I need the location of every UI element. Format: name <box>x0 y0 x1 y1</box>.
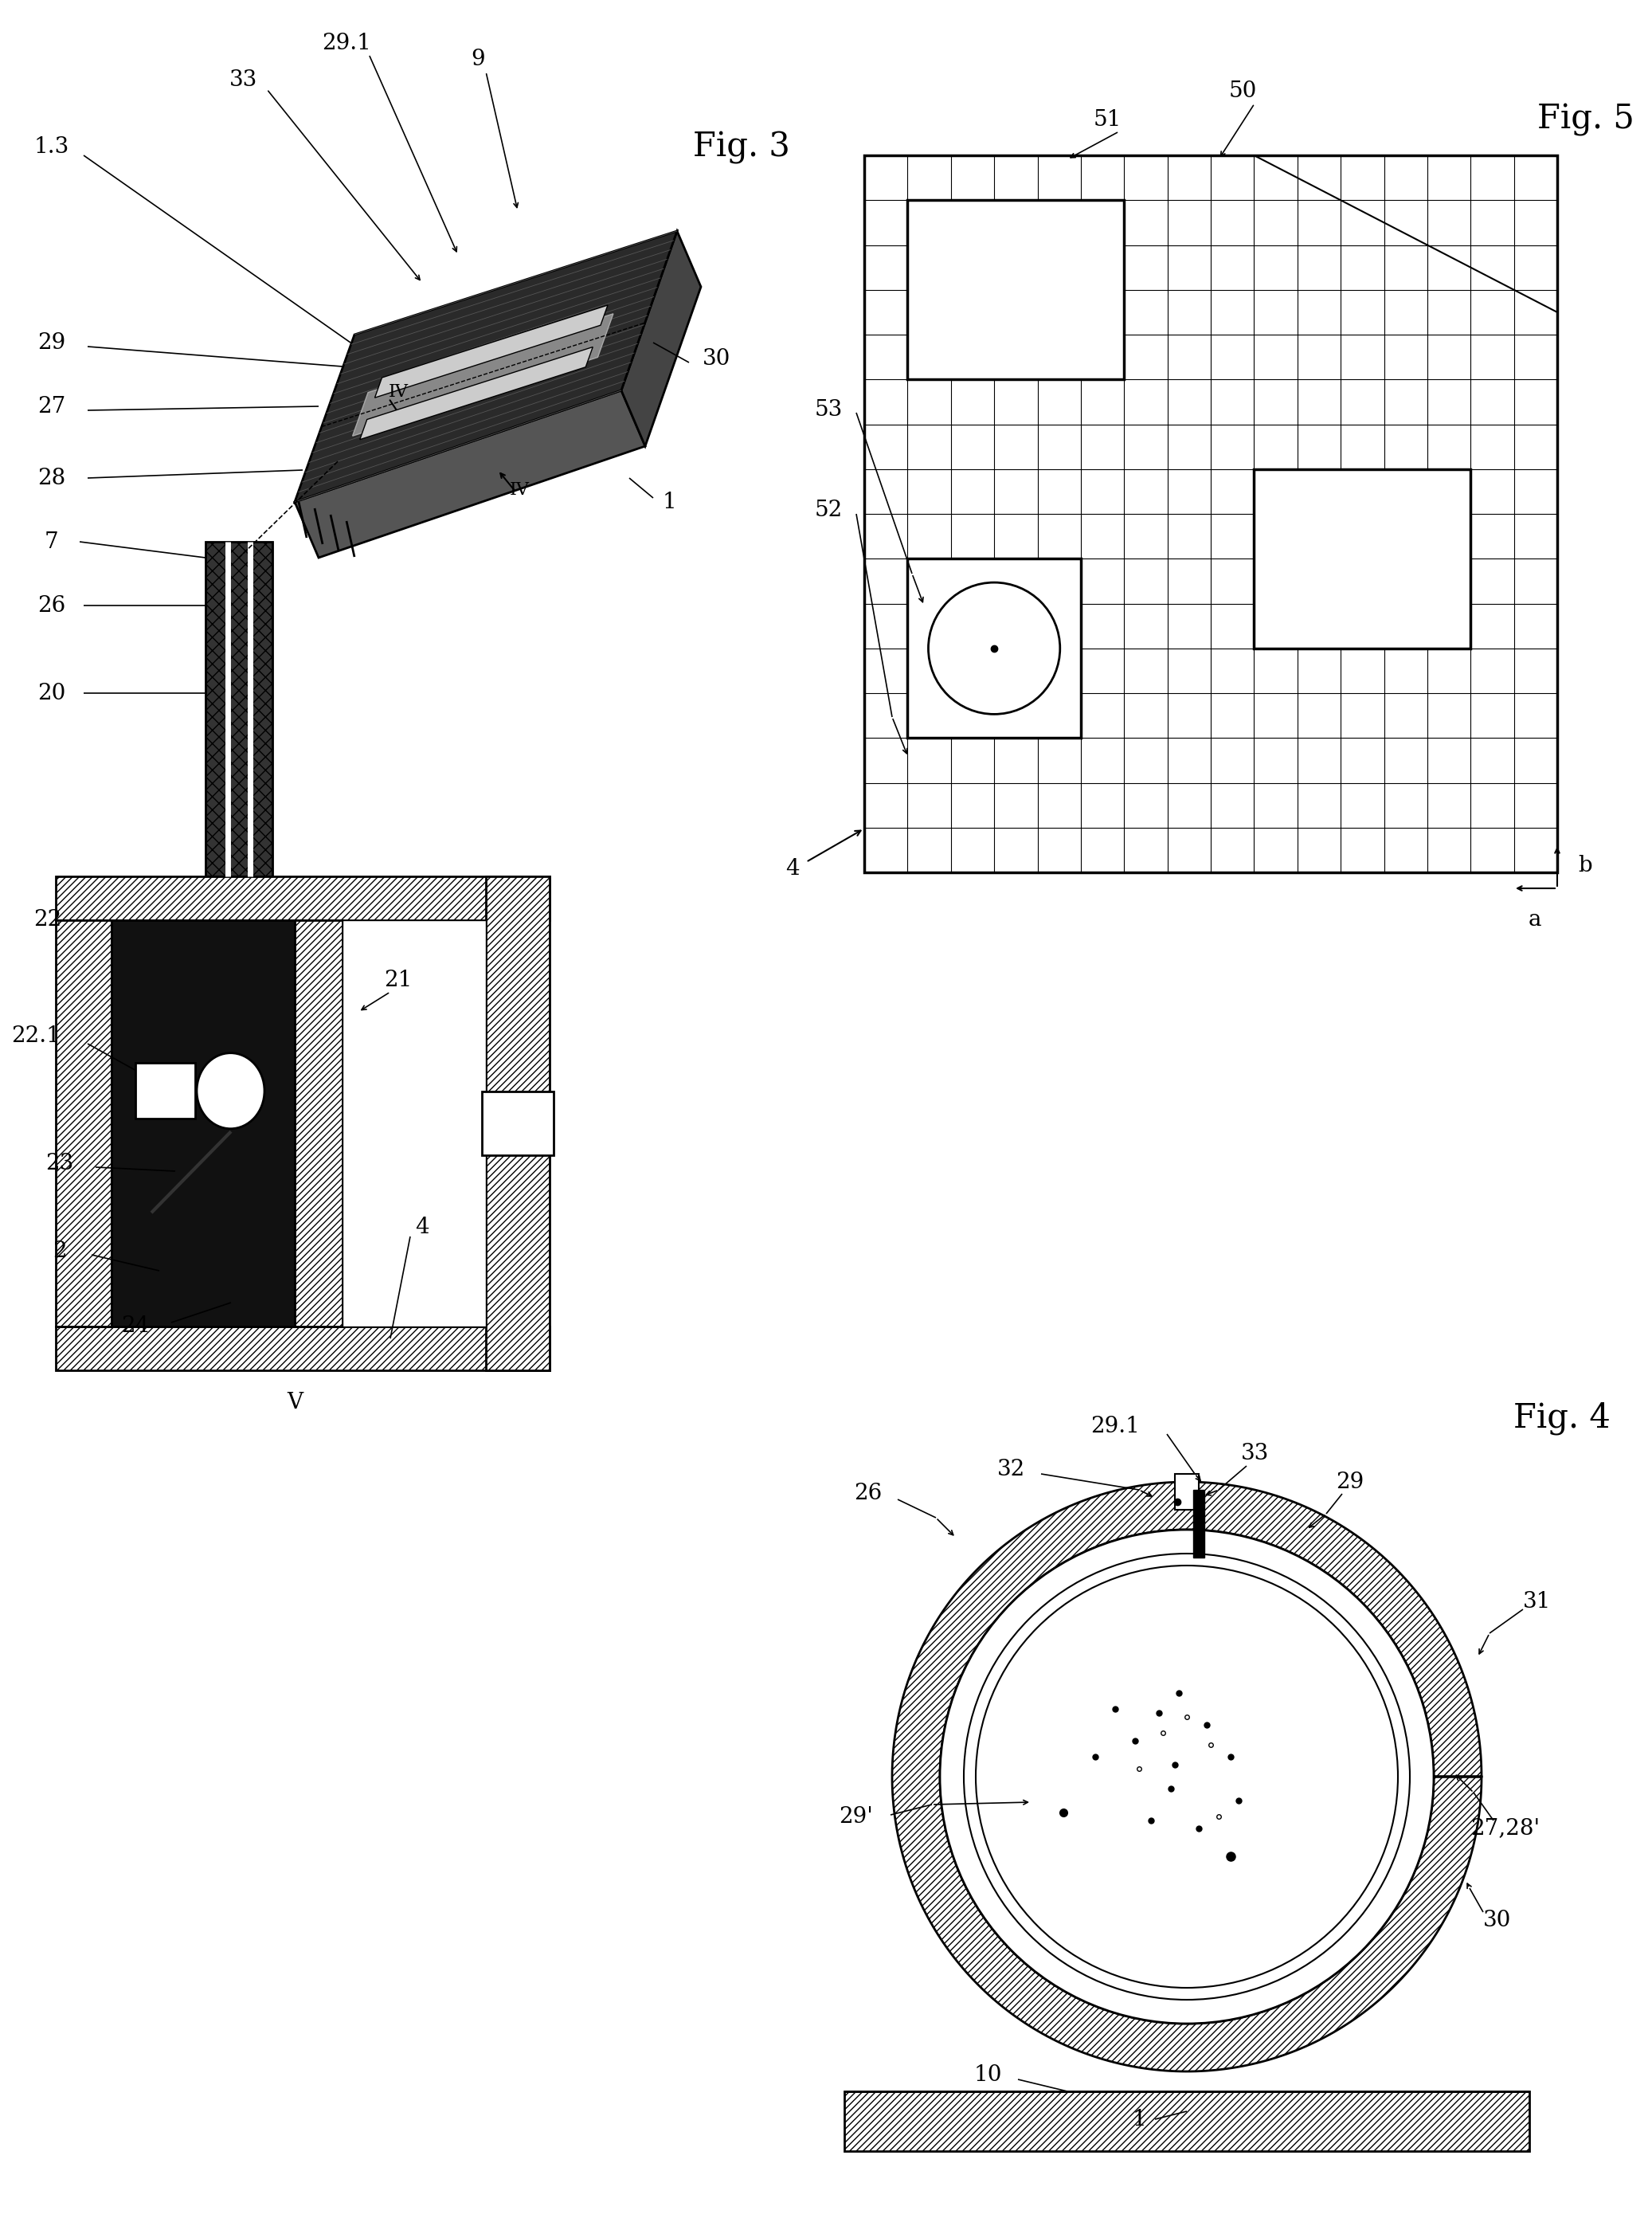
Bar <box>1254 470 1470 648</box>
Text: 1: 1 <box>1132 2108 1146 2130</box>
Text: b: b <box>1578 855 1593 877</box>
Polygon shape <box>294 390 646 559</box>
Bar <box>1193 1489 1204 1558</box>
Bar <box>907 200 1123 378</box>
Text: a: a <box>1528 910 1541 930</box>
Circle shape <box>928 583 1061 715</box>
Text: V: V <box>287 1391 302 1414</box>
Text: 28: 28 <box>38 467 66 490</box>
Bar <box>135 1062 195 1117</box>
Text: 4: 4 <box>786 857 800 879</box>
Text: 30: 30 <box>1483 1910 1512 1930</box>
Text: 50: 50 <box>1229 80 1257 102</box>
Bar <box>205 541 273 877</box>
Text: 29.1: 29.1 <box>322 33 372 56</box>
Text: 1: 1 <box>662 492 676 512</box>
Ellipse shape <box>197 1053 264 1129</box>
Polygon shape <box>294 232 677 501</box>
Bar <box>112 919 294 1327</box>
Polygon shape <box>892 1483 1482 2072</box>
Text: 33: 33 <box>1241 1442 1269 1465</box>
Bar <box>294 919 342 1327</box>
Bar <box>1175 1474 1199 1509</box>
Circle shape <box>976 1565 1398 1988</box>
Polygon shape <box>621 232 700 445</box>
Text: 26: 26 <box>38 594 66 617</box>
Bar <box>907 559 1080 739</box>
Polygon shape <box>375 305 608 398</box>
Text: Fig. 5: Fig. 5 <box>1538 102 1634 136</box>
Circle shape <box>940 1529 1434 2023</box>
Text: IV: IV <box>510 481 530 499</box>
Text: 53: 53 <box>814 398 843 421</box>
Text: 32: 32 <box>998 1460 1026 1480</box>
Text: 1.3: 1.3 <box>35 136 69 158</box>
Text: 4: 4 <box>415 1215 430 1238</box>
Text: 22: 22 <box>33 910 61 930</box>
Text: 27,28': 27,28' <box>1470 1819 1540 1839</box>
Text: 33: 33 <box>230 69 258 91</box>
Text: 22.1: 22.1 <box>12 1024 61 1046</box>
Text: 29: 29 <box>1336 1471 1365 1494</box>
Text: 29': 29' <box>839 1805 874 1828</box>
Text: 27: 27 <box>38 396 66 416</box>
Text: Fig. 4: Fig. 4 <box>1513 1402 1611 1436</box>
Text: 21: 21 <box>385 968 413 991</box>
Bar <box>482 1091 553 1155</box>
Polygon shape <box>360 347 593 439</box>
Text: 29: 29 <box>38 332 66 354</box>
Bar <box>864 156 1558 873</box>
Text: 52: 52 <box>814 499 843 521</box>
Polygon shape <box>352 314 613 436</box>
Text: 10: 10 <box>973 2066 1001 2086</box>
Bar <box>844 2092 1530 2150</box>
Bar <box>56 919 112 1327</box>
Text: Fig. 3: Fig. 3 <box>692 131 790 165</box>
Text: 51: 51 <box>1094 109 1122 131</box>
Text: 20: 20 <box>38 683 66 703</box>
Bar <box>342 919 486 1327</box>
Text: IV: IV <box>388 383 408 401</box>
Text: 30: 30 <box>702 347 730 370</box>
Text: 26: 26 <box>854 1483 882 1505</box>
Bar <box>205 541 273 877</box>
Text: 31: 31 <box>1523 1592 1551 1612</box>
Bar <box>56 1327 550 1371</box>
Text: 7: 7 <box>45 532 59 552</box>
Text: 2: 2 <box>53 1240 66 1262</box>
Text: 29.1: 29.1 <box>1090 1416 1140 1436</box>
Bar <box>486 877 550 1371</box>
Text: 9: 9 <box>471 49 486 71</box>
Bar <box>56 877 550 919</box>
Text: 23: 23 <box>46 1153 74 1173</box>
Text: 24: 24 <box>121 1316 149 1338</box>
